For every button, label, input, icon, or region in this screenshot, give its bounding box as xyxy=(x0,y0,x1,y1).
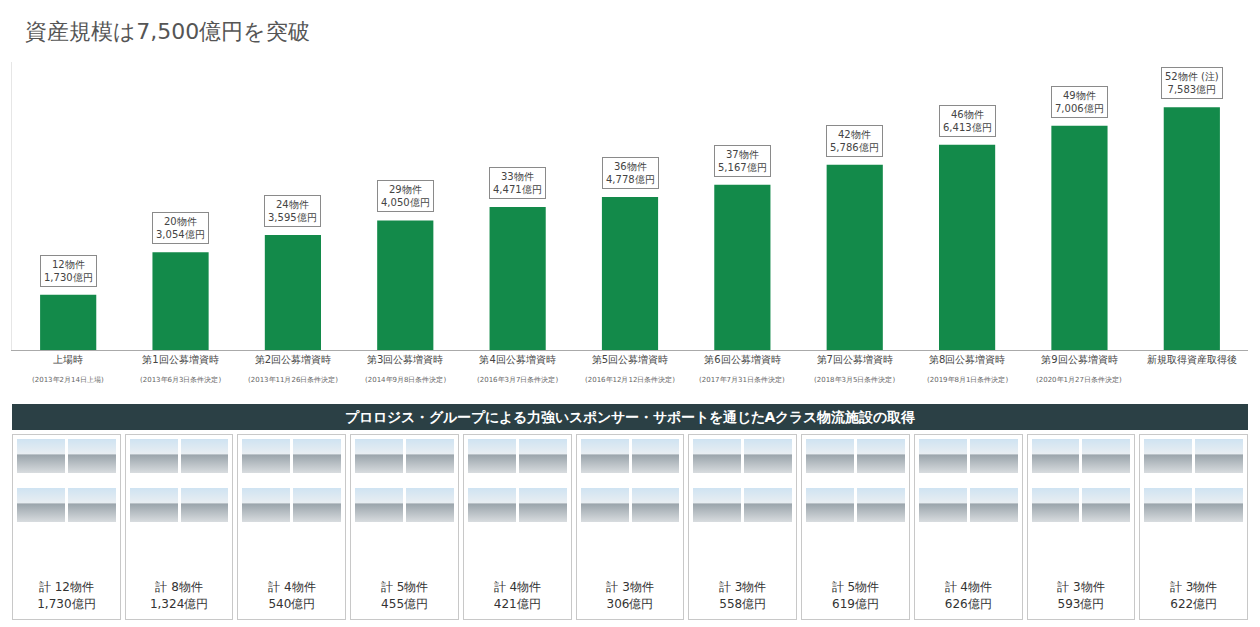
html-text:計 4物件: 計 4物件 xyxy=(493,580,541,594)
svg-text:37物件5,167億円: 37物件5,167億円 xyxy=(718,149,767,173)
svg-text:第3回公募増資時: 第3回公募増資時 xyxy=(367,354,443,365)
svg-text:49物件7,006億円: 49物件7,006億円 xyxy=(1055,90,1104,114)
html-text:306億円: 306億円 xyxy=(606,597,654,611)
svg-text:第6回公募増資時: 第6回公募増資時 xyxy=(704,354,780,365)
svg-text:(2018年3月5日条件決定): (2018年3月5日条件決定) xyxy=(814,376,895,384)
svg-text:12物件1,730億円: 12物件1,730億円 xyxy=(44,259,93,283)
html-text:540億円: 540億円 xyxy=(268,597,316,611)
html-text:プロロジス・グループによる力強いスポンサー・サポートを通じた: プロロジス・グループによる力強いスポンサー・サポートを通じたAクラス物流施設の取… xyxy=(344,409,916,425)
svg-text:33物件4,471億円: 33物件4,471億円 xyxy=(493,171,542,195)
svg-text:29物件4,050億円: 29物件4,050億円 xyxy=(381,184,430,208)
svg-text:(2016年3月7日条件決定): (2016年3月7日条件決定) xyxy=(477,376,558,384)
svg-text:上場時: 上場時 xyxy=(53,354,83,365)
html-text:558億円: 558億円 xyxy=(719,597,767,611)
svg-text:(2014年9月8日条件決定): (2014年9月8日条件決定) xyxy=(365,376,446,384)
svg-text:第9回公募増資時: 第9回公募増資時 xyxy=(1041,354,1117,365)
html-text:1,730億円: 1,730億円 xyxy=(37,597,96,611)
html-text:421億円: 421億円 xyxy=(493,597,541,611)
html-text:計 3物件: 計 3物件 xyxy=(1057,580,1105,594)
svg-text:(2020年1月27日条件決定): (2020年1月27日条件決定) xyxy=(1036,376,1122,384)
svg-text:(2019年8月1日条件決定): (2019年8月1日条件決定) xyxy=(927,376,1008,384)
svg-text:(2016年12月12日条件決定): (2016年12月12日条件決定) xyxy=(585,376,675,384)
html-text:計 4物件: 計 4物件 xyxy=(268,580,316,594)
svg-text:第2回公募増資時: 第2回公募増資時 xyxy=(255,354,331,365)
svg-text:52物件 (注)7,583億円: 52物件 (注)7,583億円 xyxy=(1165,71,1219,95)
svg-text:(2013年11月26日条件決定): (2013年11月26日条件決定) xyxy=(248,376,338,384)
svg-text:第1回公募増資時: 第1回公募増資時 xyxy=(142,354,218,365)
svg-text:第8回公募増資時: 第8回公募増資時 xyxy=(929,354,1005,365)
html-text:計 3物件: 計 3物件 xyxy=(719,580,767,594)
svg-text:20物件3,054億円: 20物件3,054億円 xyxy=(156,216,205,240)
html-text:計 3物件: 計 3物件 xyxy=(1170,580,1218,594)
html-text:計 5物件: 計 5物件 xyxy=(380,580,429,594)
svg-text:42物件5,786億円: 42物件5,786億円 xyxy=(830,129,879,153)
svg-text:24物件3,595億円: 24物件3,595億円 xyxy=(268,199,317,223)
html-text:626億円: 626億円 xyxy=(944,597,992,611)
html-text:1,324億円: 1,324億円 xyxy=(149,597,209,611)
html-text:計 3物件: 計 3物件 xyxy=(606,580,654,594)
svg-text:36物件4,778億円: 36物件4,778億円 xyxy=(606,161,655,185)
html-text:計 4物件: 計 4物件 xyxy=(944,580,992,594)
svg-text:46物件6,413億円: 46物件6,413億円 xyxy=(943,109,992,133)
svg-text:第4回公募増資時: 第4回公募増資時 xyxy=(479,354,555,365)
html-text:622億円: 622億円 xyxy=(1170,597,1218,611)
svg-text:(2013年6月3日条件決定): (2013年6月3日条件決定) xyxy=(140,376,221,384)
svg-text:資産規模は7,500億円を突破: 資産規模は7,500億円を突破 xyxy=(25,19,310,44)
svg-text:(2013年2月14日上場): (2013年2月14日上場) xyxy=(32,376,104,384)
html-text:619億円: 619億円 xyxy=(832,597,879,611)
html-text:593億円: 593億円 xyxy=(1057,597,1105,611)
svg-text:第5回公募増資時: 第5回公募増資時 xyxy=(592,354,668,365)
html-text:455億円: 455億円 xyxy=(381,597,428,611)
html-text:計 12物件: 計 12物件 xyxy=(38,580,94,594)
html-text:計 8物件: 計 8物件 xyxy=(155,580,203,594)
html-text:計 5物件: 計 5物件 xyxy=(831,580,880,594)
svg-text:第7回公募増資時: 第7回公募増資時 xyxy=(817,354,893,365)
svg-text:(2017年7月31日条件決定): (2017年7月31日条件決定) xyxy=(699,376,785,384)
svg-text:新規取得資産取得後: 新規取得資産取得後 xyxy=(1147,354,1237,365)
